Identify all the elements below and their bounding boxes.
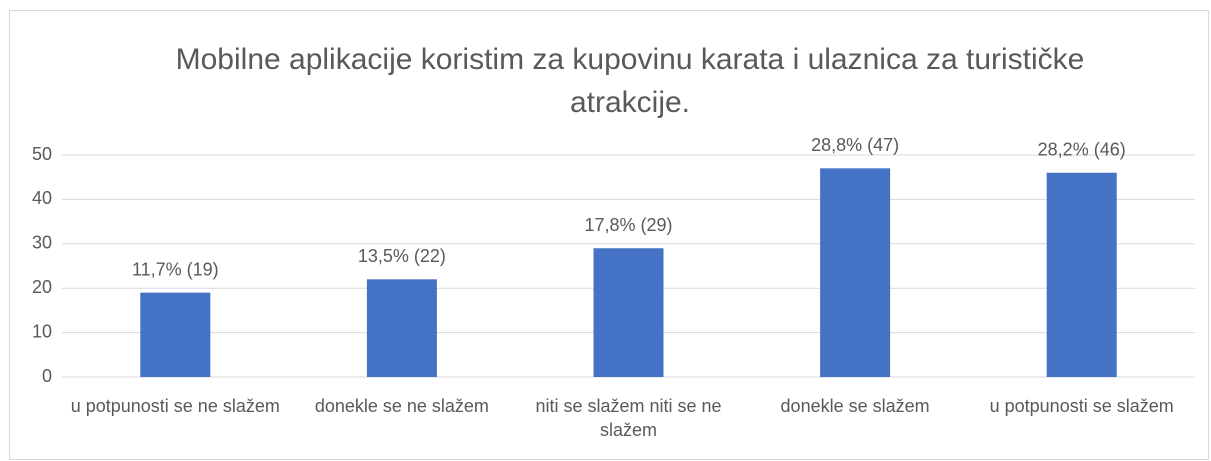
y-tick-label: 40 <box>32 188 52 208</box>
data-label: 11,7% (19) <box>132 259 219 279</box>
bar <box>366 279 437 377</box>
x-tick-label: u potpunosti se slažem <box>989 396 1174 416</box>
data-label: 17,8% (29) <box>584 215 672 235</box>
x-tick-label: donekle se slažem <box>780 396 930 416</box>
data-label: 13,5% (22) <box>358 246 446 266</box>
x-tick-label: donekle se ne slažem <box>314 396 489 416</box>
bar <box>593 248 664 377</box>
data-label: 28,2% (46) <box>1038 140 1126 160</box>
y-tick-label: 30 <box>32 233 52 253</box>
chart-frame <box>9 10 1209 460</box>
data-label: 28,8% (47) <box>811 135 899 155</box>
x-tick-label: u potpunosti se ne slažem <box>70 396 280 416</box>
y-tick-label: 50 <box>32 144 52 164</box>
y-tick-label: 10 <box>32 321 52 341</box>
y-tick-label: 20 <box>32 277 52 297</box>
x-tick-label: niti se slažem niti se ne slažem <box>535 396 722 440</box>
y-tick-label: 0 <box>42 366 52 386</box>
bar <box>820 168 891 377</box>
bar <box>140 292 211 377</box>
chart-title: Mobilne aplikacije koristim za kupovinu … <box>175 43 1085 119</box>
bar <box>1046 172 1117 377</box>
